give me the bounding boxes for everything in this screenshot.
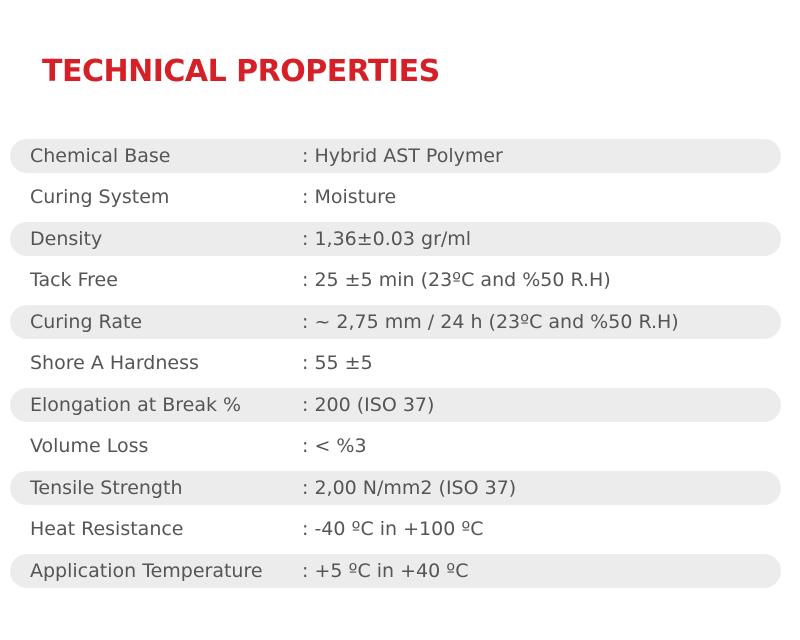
property-label: Application Temperature <box>30 559 263 582</box>
property-label: Density <box>30 227 103 250</box>
property-label: Chemical Base <box>30 144 171 167</box>
property-row-curing-system: Curing System : Moisture <box>10 177 781 219</box>
property-value: : 25 ±5 min (23ºC and %50 R.H) <box>302 269 611 292</box>
property-label: Heat Resistance <box>30 518 184 541</box>
property-label: Tack Free <box>30 269 118 292</box>
property-row-application-temperature: Application Temperature : +5 ºC in +40 º… <box>10 550 781 592</box>
property-row-volume-loss: Volume Loss : < %3 <box>10 426 781 468</box>
property-value: : < %3 <box>302 435 367 458</box>
property-row-shore-a-hardness: Shore A Hardness : 55 ±5 <box>10 343 781 385</box>
property-value: : ~ 2,75 mm / 24 h (23ºC and %50 R.H) <box>302 310 679 333</box>
property-value: : 1,36±0.03 gr/ml <box>302 227 472 250</box>
property-row-tensile-strength: Tensile Strength : 2,00 N/mm2 (ISO 37) <box>10 467 781 509</box>
property-label: Curing Rate <box>30 310 143 333</box>
property-row-density: Density : 1,36±0.03 gr/ml <box>10 218 781 260</box>
property-value: : +5 ºC in +40 ºC <box>302 559 469 582</box>
property-row-elongation-at-break: Elongation at Break % : 200 (ISO 37) <box>10 384 781 426</box>
property-label: Curing System <box>30 186 170 209</box>
property-label: Volume Loss <box>30 435 149 458</box>
property-value: : 55 ±5 <box>302 352 373 375</box>
property-value: : 200 (ISO 37) <box>302 393 435 416</box>
page-title: TECHNICAL PROPERTIES <box>42 54 440 89</box>
property-row-chemical-base: Chemical Base : Hybrid AST Polymer <box>10 135 781 177</box>
property-label: Tensile Strength <box>30 476 183 499</box>
property-value: : -40 ºC in +100 ºC <box>302 518 484 541</box>
property-row-curing-rate: Curing Rate : ~ 2,75 mm / 24 h (23ºC and… <box>10 301 781 343</box>
property-row-heat-resistance: Heat Resistance : -40 ºC in +100 ºC <box>10 509 781 551</box>
property-label: Shore A Hardness <box>30 352 199 375</box>
properties-table: Chemical Base : Hybrid AST Polymer Curin… <box>10 135 781 592</box>
property-value: : Hybrid AST Polymer <box>302 144 503 167</box>
property-row-tack-free: Tack Free : 25 ±5 min (23ºC and %50 R.H) <box>10 260 781 302</box>
property-label: Elongation at Break % <box>30 393 242 416</box>
property-value: : 2,00 N/mm2 (ISO 37) <box>302 476 517 499</box>
property-value: : Moisture <box>302 186 397 209</box>
